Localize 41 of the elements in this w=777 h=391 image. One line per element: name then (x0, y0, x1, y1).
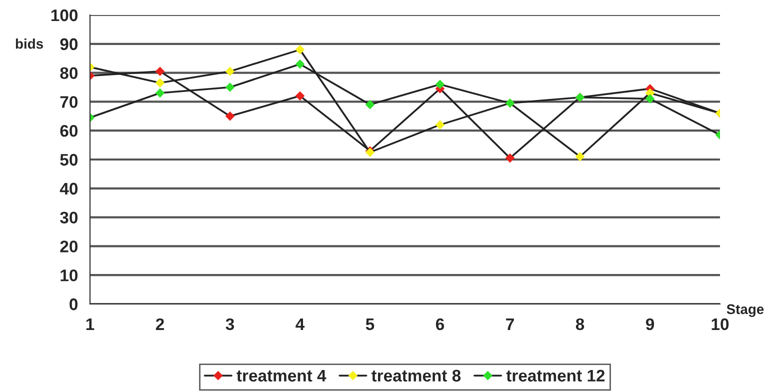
legend-label: treatment 4 (236, 370, 326, 382)
y-tick-label: 0 (70, 298, 78, 310)
x-tick-label: 7 (506, 318, 514, 330)
y-tick-label: 80 (60, 67, 78, 80)
x-tick-label: 8 (576, 318, 584, 330)
x-tick-label: 3 (226, 318, 234, 330)
point (366, 100, 374, 110)
point (506, 154, 514, 163)
y-tick-label: 90 (60, 38, 78, 50)
y-tick-label: 70 (60, 96, 78, 108)
y-tick-label: 20 (60, 240, 78, 252)
point (156, 88, 164, 98)
point (156, 78, 164, 88)
x-tick-label: 1 (86, 318, 94, 330)
point (226, 82, 234, 92)
x-tick-label: 10 (712, 318, 729, 330)
point (296, 60, 304, 69)
point (436, 80, 444, 89)
point (226, 112, 234, 121)
point (436, 120, 444, 130)
point (576, 152, 584, 162)
x-tick-label: 5 (366, 318, 374, 330)
point (646, 94, 654, 104)
point (156, 66, 164, 76)
x-axis-title: Stage (726, 304, 764, 317)
point (296, 91, 304, 100)
y-tick-label: 100 (51, 9, 78, 22)
point (296, 45, 304, 54)
y-tick-label: 50 (60, 154, 78, 166)
y-axis-title: bids (16, 38, 43, 49)
y-tick-label: 30 (60, 212, 78, 224)
legend-label: treatment 12 (506, 370, 605, 382)
x-tick-label: 6 (436, 318, 444, 330)
x-tick-label: 4 (296, 318, 305, 330)
point (226, 66, 234, 76)
x-tick-label: 9 (646, 318, 654, 330)
y-tick-label: 40 (60, 182, 78, 195)
y-tick-label: 10 (60, 270, 78, 282)
legend-label: treatment 8 (371, 370, 461, 382)
y-tick-label: 60 (60, 125, 78, 137)
x-tick-label: 2 (156, 318, 164, 330)
